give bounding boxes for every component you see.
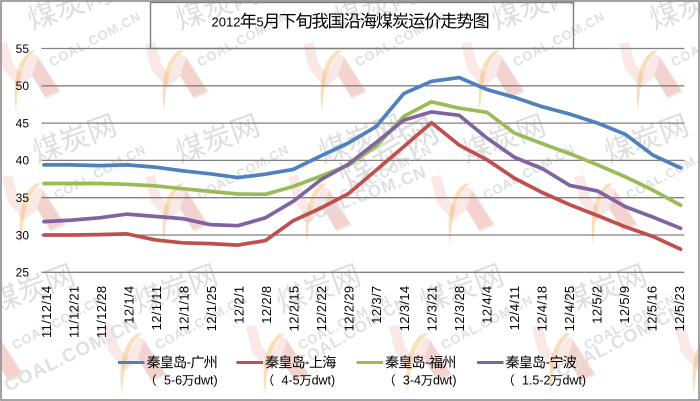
svg-text:35: 35 — [16, 191, 30, 205]
svg-text:12/2/1: 12/2/1 — [232, 286, 247, 324]
svg-text:12/5/23: 12/5/23 — [672, 286, 687, 332]
svg-text:12/3/28: 12/3/28 — [452, 286, 467, 332]
svg-text:12/4/4: 12/4/4 — [479, 286, 494, 324]
svg-text:25: 25 — [16, 266, 30, 280]
svg-text:5-6: 5-6 — [164, 373, 182, 387]
svg-text:dwt): dwt) — [312, 373, 336, 387]
svg-text:-: - — [425, 355, 429, 370]
svg-text:-: - — [305, 355, 309, 370]
svg-text:12/4/18: 12/4/18 — [534, 286, 549, 332]
svg-text:12/2/29: 12/2/29 — [342, 286, 357, 332]
svg-text:45: 45 — [16, 116, 30, 130]
svg-text:12/2/15: 12/2/15 — [287, 286, 302, 332]
svg-text:-: - — [187, 355, 191, 370]
svg-text:12/1/4: 12/1/4 — [122, 286, 137, 324]
svg-text:2012: 2012 — [212, 15, 241, 30]
svg-text:12/4/11: 12/4/11 — [507, 286, 522, 331]
svg-text:12/5/16: 12/5/16 — [644, 286, 659, 332]
svg-text:5: 5 — [257, 15, 264, 30]
svg-text:11/12/21: 11/12/21 — [67, 286, 82, 338]
svg-text:dwt): dwt) — [433, 373, 457, 387]
svg-text:12/1/18: 12/1/18 — [177, 286, 192, 332]
svg-text:3-4: 3-4 — [403, 373, 421, 387]
svg-text:-: - — [546, 355, 550, 370]
svg-text:dwt): dwt) — [194, 373, 218, 387]
svg-text:12/5/2: 12/5/2 — [589, 286, 604, 324]
svg-text:12/2/22: 12/2/22 — [314, 286, 329, 332]
svg-text:50: 50 — [16, 79, 30, 93]
svg-text:1.5-2: 1.5-2 — [522, 373, 551, 387]
svg-text:12/5/9: 12/5/9 — [617, 286, 632, 324]
svg-text:12/2/8: 12/2/8 — [259, 286, 274, 324]
svg-text:12/3/14: 12/3/14 — [397, 286, 412, 332]
svg-text:dwt): dwt) — [562, 373, 586, 387]
svg-text:4-5: 4-5 — [282, 373, 300, 387]
svg-text:12/1/11: 12/1/11 — [149, 286, 164, 331]
svg-text:30: 30 — [16, 228, 30, 242]
svg-text:11/12/28: 11/12/28 — [94, 286, 109, 338]
svg-text:12/4/25: 12/4/25 — [562, 286, 577, 332]
svg-text:12/1/25: 12/1/25 — [204, 286, 219, 332]
svg-text:11/12/14: 11/12/14 — [39, 286, 54, 338]
svg-text:55: 55 — [16, 42, 30, 56]
svg-text:12/3/7: 12/3/7 — [369, 286, 384, 324]
svg-text:12/3/21: 12/3/21 — [424, 286, 439, 332]
svg-text:40: 40 — [16, 154, 30, 168]
